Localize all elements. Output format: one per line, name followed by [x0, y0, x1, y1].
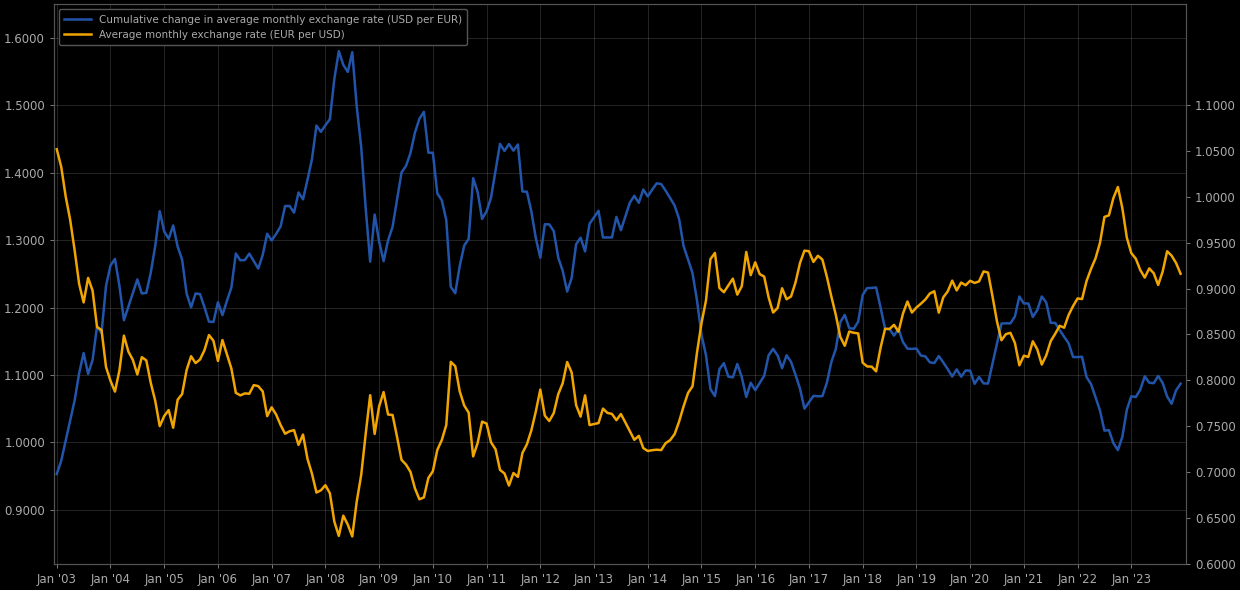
- Cumulative change in average monthly exchange rate (USD per EUR): [50, 470, 64, 477]
- Cumulative change in average monthly exchange rate (USD per EUR): [842, 324, 857, 332]
- Cumulative change in average monthly exchange rate (USD per EUR): [331, 48, 346, 55]
- Average monthly exchange rate (EUR per USD): [72, 280, 87, 287]
- Average monthly exchange rate (EUR per USD): [945, 277, 960, 284]
- Cumulative change in average monthly exchange rate (USD per EUR): [72, 370, 87, 377]
- Average monthly exchange rate (EUR per USD): [389, 433, 404, 440]
- Average monthly exchange rate (EUR per USD): [345, 533, 360, 540]
- Cumulative change in average monthly exchange rate (USD per EUR): [1173, 380, 1188, 387]
- Average monthly exchange rate (EUR per USD): [50, 146, 64, 153]
- Average monthly exchange rate (EUR per USD): [1173, 270, 1188, 277]
- Line: Cumulative change in average monthly exchange rate (USD per EUR): Cumulative change in average monthly exc…: [57, 51, 1180, 474]
- Average monthly exchange rate (EUR per USD): [1151, 281, 1166, 289]
- Line: Average monthly exchange rate (EUR per USD): Average monthly exchange rate (EUR per U…: [57, 149, 1180, 536]
- Legend: Cumulative change in average monthly exchange rate (USD per EUR), Average monthl: Cumulative change in average monthly exc…: [60, 9, 467, 45]
- Cumulative change in average monthly exchange rate (USD per EUR): [1151, 372, 1166, 379]
- Cumulative change in average monthly exchange rate (USD per EUR): [770, 352, 785, 359]
- Cumulative change in average monthly exchange rate (USD per EUR): [389, 196, 404, 204]
- Average monthly exchange rate (EUR per USD): [770, 304, 785, 312]
- Cumulative change in average monthly exchange rate (USD per EUR): [945, 373, 960, 380]
- Average monthly exchange rate (EUR per USD): [842, 328, 857, 335]
